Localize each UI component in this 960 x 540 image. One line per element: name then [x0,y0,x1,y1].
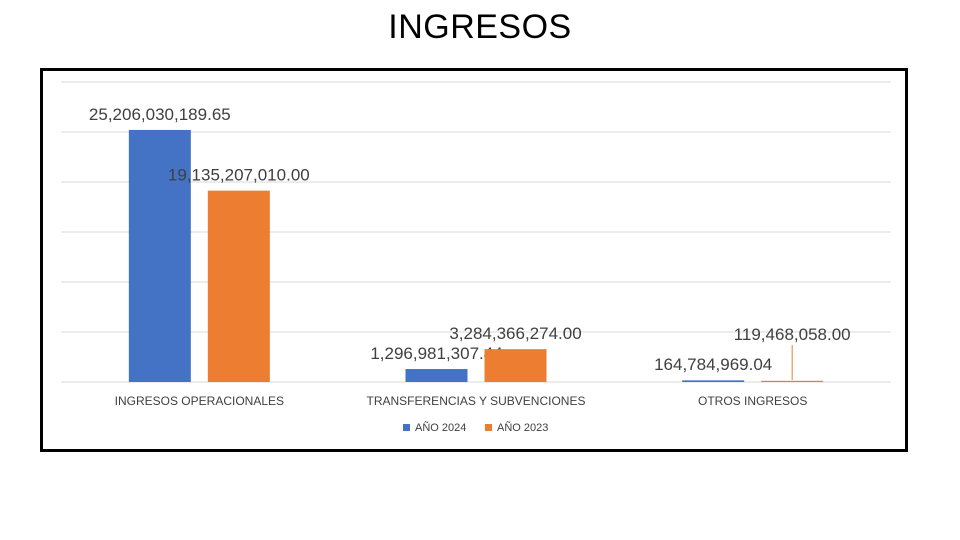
bar-2024 [128,129,191,382]
data-label: 119,468,058.00 [734,325,851,344]
legend-swatch [485,424,492,431]
data-label: 164,784,969.04 [654,355,772,374]
page-title: INGRESOS [388,8,572,46]
legend-entry: AÑO 2023 [497,421,548,434]
data-label: 19,135,207,010.00 [168,166,310,185]
data-label: 1,296,981,307.44 [370,344,502,363]
chart-frame: 25,206,030,189.65 1,296,981,307.44 164,784… [40,68,908,452]
bar-2023 [484,349,547,382]
bar-2023 [761,380,824,382]
category-label: TRANSFERENCIAS Y SUBVENCIONES [367,394,586,408]
bar-chart: 25,206,030,189.65 1,296,981,307.44 164,784… [61,81,891,434]
legend-swatch [403,424,410,431]
bar-2024 [682,380,745,382]
category-label: INGRESOS OPERACIONALES [115,394,284,408]
bar-2023 [207,190,270,382]
category-label: OTROS INGRESOS [698,394,807,408]
data-label: 25,206,030,189.65 [89,105,231,124]
data-label: 3,284,366,274.00 [449,324,581,343]
legend-entry: AÑO 2024 [415,421,466,434]
bar-2024 [405,369,468,382]
